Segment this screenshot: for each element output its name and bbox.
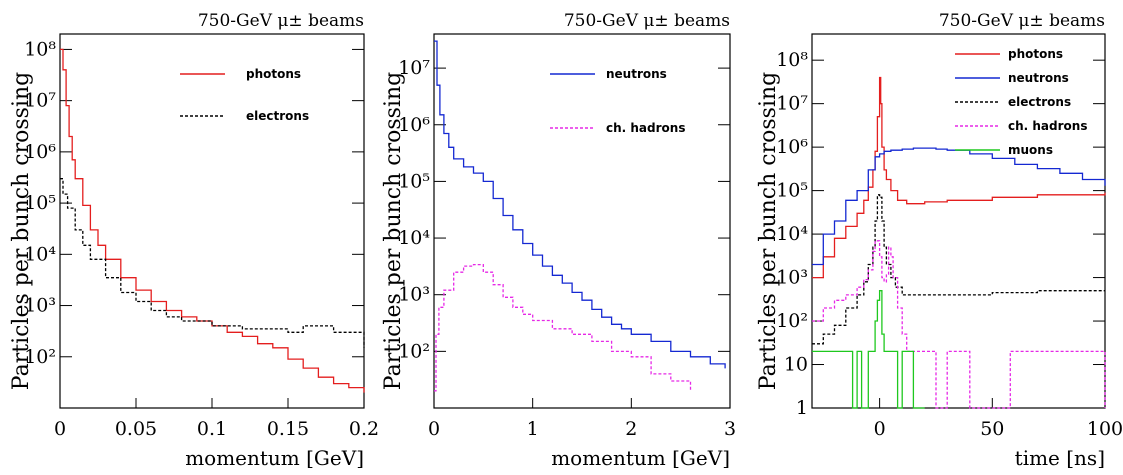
y-ticks: 1 10 10² 10³ 10⁴ 10⁵ 10⁶ 10⁷ 10⁸ xyxy=(776,49,1105,419)
y-tick-label: 10⁷ xyxy=(398,57,430,79)
y-tick-label: 10⁵ xyxy=(24,192,56,214)
y-tick-label: 10⁶ xyxy=(24,141,56,163)
x-axis-label: momentum [GeV] xyxy=(551,446,730,470)
plot-frame xyxy=(433,33,731,409)
y-tick-label: 1 xyxy=(796,397,808,419)
legend-label-ch-hadrons: ch. hadrons xyxy=(1008,119,1087,133)
y-tick-label: 10⁸ xyxy=(776,49,808,71)
y-tick-label: 10⁵ xyxy=(398,170,430,192)
x-tick-label: 0 xyxy=(428,418,440,440)
y-tick-label: 10⁷ xyxy=(24,90,56,112)
x-tick-label: 0.2 xyxy=(349,418,379,440)
y-axis-label: Particles per bunch crossing xyxy=(381,72,406,390)
legend-label-photons: photons xyxy=(246,67,301,81)
legend-label-photons: photons xyxy=(1008,47,1063,61)
series-line-neutrons xyxy=(812,147,1106,266)
y-tick-label: 10 xyxy=(784,354,808,376)
x-axis-label: momentum [GeV] xyxy=(185,446,364,470)
x-tick-label: 0.05 xyxy=(115,418,157,440)
y-tick-label: 10³ xyxy=(776,267,808,289)
y-axis-label: Particles per bunch crossing xyxy=(756,72,781,390)
series-line-photons xyxy=(812,76,1106,279)
x-axis-label: time [ns] xyxy=(1015,446,1105,470)
chart-title: 750-GeV μ± beams xyxy=(198,11,364,31)
chart-panel-time: 750-GeV μ± beams Particles per bunch cro… xyxy=(756,11,1123,470)
series-lines xyxy=(434,40,726,392)
series-lines xyxy=(812,76,1106,409)
series-line-ch-hadrons xyxy=(434,263,692,392)
y-ticks: 10² 10³ 10⁴ 10⁵ 10⁶ 10⁷ 10⁸ xyxy=(24,38,364,368)
x-tick-label: 0 xyxy=(54,418,66,440)
series-line-neutrons xyxy=(434,40,726,369)
legend-label-ch-hadrons: ch. hadrons xyxy=(606,121,685,135)
series-lines xyxy=(60,48,365,393)
plot-frame xyxy=(811,33,1106,409)
legend: photons neutrons electrons ch. hadrons m… xyxy=(955,47,1087,157)
chart-panel-momentum-photons-electrons: 750-GeV μ± beams Particles per bunch cro… xyxy=(9,11,379,470)
x-tick-label: 0.1 xyxy=(197,418,227,440)
x-tick-label: 0.15 xyxy=(267,418,309,440)
series-line-ch-hadrons xyxy=(812,240,1106,409)
chart-title: 750-GeV μ± beams xyxy=(564,11,730,31)
x-tick-label: 50 xyxy=(980,418,1004,440)
y-tick-label: 10³ xyxy=(24,295,56,317)
y-ticks: 10² 10³ 10⁴ 10⁵ 10⁶ 10⁷ xyxy=(398,57,730,362)
legend: neutrons ch. hadrons xyxy=(550,67,685,135)
x-tick-label: 0 xyxy=(874,418,886,440)
y-tick-label: 10² xyxy=(776,310,808,332)
x-ticks: 0 1 2 3 xyxy=(428,398,736,440)
legend-label-neutrons: neutrons xyxy=(1008,71,1069,85)
legend-label-muons: muons xyxy=(1008,143,1053,157)
y-tick-label: 10² xyxy=(398,340,430,362)
legend-label-neutrons: neutrons xyxy=(606,67,667,81)
y-tick-label: 10⁴ xyxy=(24,243,56,265)
x-ticks: 0 50 100 xyxy=(874,398,1123,440)
y-axis-label: Particles per bunch crossing xyxy=(9,72,34,390)
y-tick-label: 10³ xyxy=(398,284,430,306)
y-tick-label: 10⁶ xyxy=(776,136,808,158)
series-line-electrons xyxy=(60,178,365,348)
y-tick-label: 10⁶ xyxy=(398,114,430,136)
legend: photons electrons xyxy=(180,67,309,123)
x-tick-label: 3 xyxy=(724,418,736,440)
y-tick-label: 10⁷ xyxy=(776,93,808,115)
series-line-electrons xyxy=(812,194,1105,345)
y-tick-label: 10⁴ xyxy=(398,227,430,249)
x-tick-label: 1 xyxy=(527,418,539,440)
series-line-muons xyxy=(812,290,925,409)
y-tick-label: 10⁴ xyxy=(776,223,808,245)
x-tick-label: 100 xyxy=(1087,418,1123,440)
series-line-photons xyxy=(60,48,365,393)
x-tick-label: 2 xyxy=(625,418,637,440)
plot-frame xyxy=(59,33,365,409)
y-tick-label: 10² xyxy=(24,346,56,368)
y-tick-label: 10⁸ xyxy=(24,38,56,60)
legend-label-electrons: electrons xyxy=(246,109,309,123)
x-ticks: 0 0.05 0.1 0.15 0.2 xyxy=(54,398,379,440)
y-tick-label: 10⁵ xyxy=(776,180,808,202)
legend-label-electrons: electrons xyxy=(1008,95,1071,109)
chart-title: 750-GeV μ± beams xyxy=(939,11,1105,31)
chart-panel-momentum-neutrons-hadrons: 750-GeV μ± beams Particles per bunch cro… xyxy=(381,11,736,470)
